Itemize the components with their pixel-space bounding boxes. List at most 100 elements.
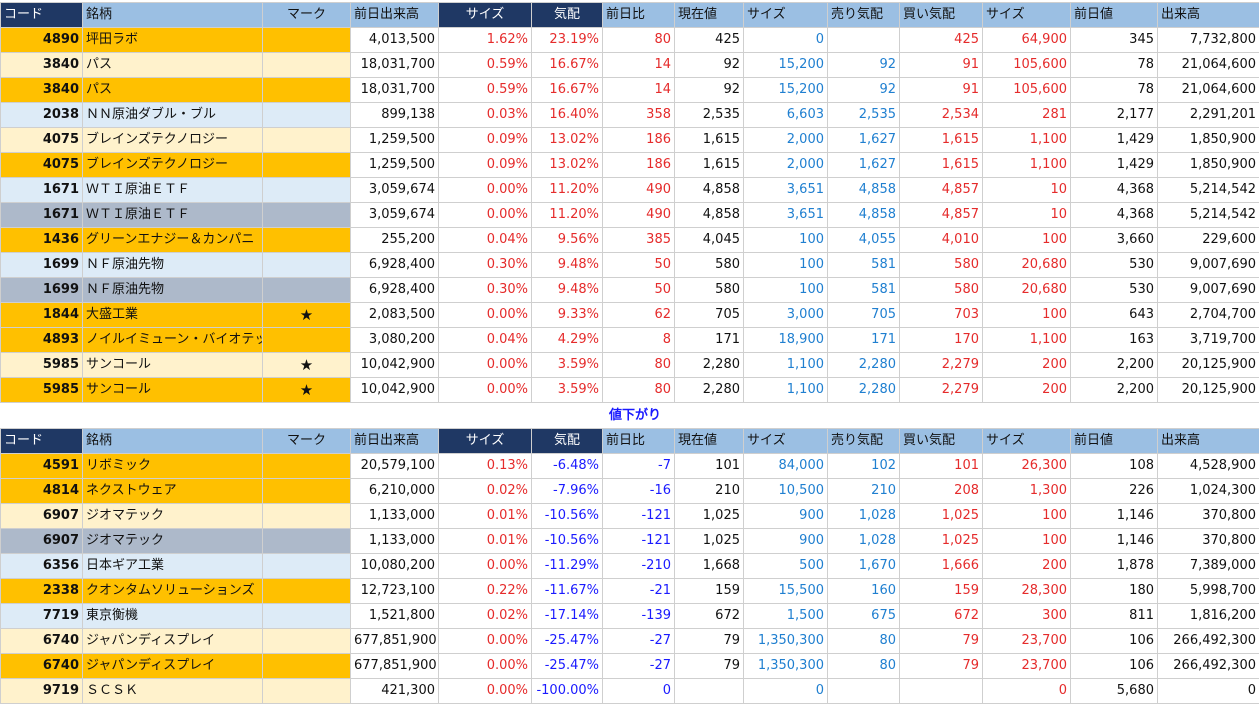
ask-cell[interactable]: 1,670 <box>827 553 900 579</box>
mark-cell[interactable] <box>262 227 351 253</box>
name-cell[interactable]: ＳＣＳＫ <box>82 678 263 704</box>
volume-cell[interactable]: 21,064,600 <box>1157 52 1259 78</box>
name-cell[interactable]: パス <box>82 52 263 78</box>
quote-cell[interactable]: -7.96% <box>531 478 603 504</box>
prev-volume-cell[interactable]: 4,013,500 <box>350 27 439 53</box>
name-cell[interactable]: ジオマテック <box>82 528 263 554</box>
ask-size-cell[interactable]: 0 <box>743 678 828 704</box>
ask-cell[interactable]: 4,858 <box>827 202 900 228</box>
size-ratio-cell[interactable]: 0.04% <box>438 227 532 253</box>
bid-cell[interactable] <box>899 678 983 704</box>
quote-cell[interactable]: 23.19% <box>531 27 603 53</box>
quote-cell[interactable]: 9.48% <box>531 277 603 303</box>
col-header-change[interactable]: 前日比 <box>602 428 675 454</box>
bid-size-cell[interactable]: 20,680 <box>982 252 1071 278</box>
prev-close-cell[interactable]: 2,200 <box>1070 352 1158 378</box>
volume-cell[interactable]: 20,125,900 <box>1157 352 1259 378</box>
code-cell[interactable]: 1699 <box>0 252 83 278</box>
bid-size-cell[interactable]: 1,100 <box>982 327 1071 353</box>
change-cell[interactable]: 0 <box>602 678 675 704</box>
bid-size-cell[interactable]: 23,700 <box>982 653 1071 679</box>
change-cell[interactable]: -121 <box>602 503 675 529</box>
code-cell[interactable]: 1844 <box>0 302 83 328</box>
size-ratio-cell[interactable]: 0.00% <box>438 553 532 579</box>
prev-volume-cell[interactable]: 2,083,500 <box>350 302 439 328</box>
price-cell[interactable]: 92 <box>674 52 744 78</box>
mark-cell[interactable] <box>262 277 351 303</box>
volume-cell[interactable]: 266,492,300 <box>1157 653 1259 679</box>
price-cell[interactable]: 79 <box>674 653 744 679</box>
prev-volume-cell[interactable]: 3,059,674 <box>350 177 439 203</box>
volume-cell[interactable]: 0 <box>1157 678 1259 704</box>
quote-cell[interactable]: -6.48% <box>531 453 603 479</box>
col-header-volume[interactable]: 出来高 <box>1157 428 1259 454</box>
col-header-size1[interactable]: サイズ <box>438 2 532 28</box>
table-row[interactable]: 1671 ＷＴＩ原油ＥＴＦ 3,059,674 0.00% 11.20% 490 4,858… <box>0 177 1259 203</box>
prev-volume-cell[interactable]: 18,031,700 <box>350 52 439 78</box>
ask-size-cell[interactable]: 1,350,300 <box>743 653 828 679</box>
price-cell[interactable]: 4,858 <box>674 177 744 203</box>
bid-size-cell[interactable]: 23,700 <box>982 628 1071 654</box>
price-cell[interactable]: 705 <box>674 302 744 328</box>
prev-close-cell[interactable]: 2,177 <box>1070 102 1158 128</box>
size-ratio-cell[interactable]: 0.02% <box>438 603 532 629</box>
code-cell[interactable]: 4893 <box>0 327 83 353</box>
size-ratio-cell[interactable]: 1.62% <box>438 27 532 53</box>
bid-size-cell[interactable]: 200 <box>982 377 1071 403</box>
ask-size-cell[interactable]: 900 <box>743 528 828 554</box>
size-ratio-cell[interactable]: 0.30% <box>438 252 532 278</box>
mark-cell[interactable] <box>262 478 351 504</box>
name-cell[interactable]: サンコール <box>82 352 263 378</box>
bid-size-cell[interactable]: 100 <box>982 302 1071 328</box>
quote-cell[interactable]: -25.47% <box>531 653 603 679</box>
code-cell[interactable]: 6356 <box>0 553 83 579</box>
prev-close-cell[interactable]: 1,146 <box>1070 528 1158 554</box>
quote-cell[interactable]: 16.40% <box>531 102 603 128</box>
price-cell[interactable]: 672 <box>674 603 744 629</box>
bid-size-cell[interactable]: 200 <box>982 553 1071 579</box>
ask-cell[interactable]: 4,055 <box>827 227 900 253</box>
prev-volume-cell[interactable]: 3,080,200 <box>350 327 439 353</box>
price-cell[interactable]: 425 <box>674 27 744 53</box>
col-header-price[interactable]: 現在値 <box>674 428 744 454</box>
ask-size-cell[interactable]: 1,100 <box>743 377 828 403</box>
price-cell[interactable]: 580 <box>674 277 744 303</box>
size-ratio-cell[interactable]: 0.13% <box>438 453 532 479</box>
col-header-name[interactable]: 銘柄 <box>82 2 263 28</box>
code-cell[interactable]: 1671 <box>0 202 83 228</box>
bid-size-cell[interactable]: 1,100 <box>982 152 1071 178</box>
size-ratio-cell[interactable]: 0.04% <box>438 327 532 353</box>
prev-close-cell[interactable]: 1,429 <box>1070 127 1158 153</box>
table-row[interactable]: 6740 ジャパンディスプレイ 677,851,900 0.00% -25.47% -27… <box>0 628 1259 654</box>
ask-size-cell[interactable]: 3,000 <box>743 302 828 328</box>
ask-size-cell[interactable]: 2,000 <box>743 127 828 153</box>
code-cell[interactable]: 2338 <box>0 578 83 604</box>
price-cell[interactable]: 1,025 <box>674 528 744 554</box>
table-row[interactable]: 6907 ジオマテック 1,133,000 0.01% -10.56% -121 1,025… <box>0 528 1259 554</box>
mark-cell[interactable] <box>262 27 351 53</box>
bid-size-cell[interactable]: 100 <box>982 528 1071 554</box>
prev-close-cell[interactable]: 78 <box>1070 77 1158 103</box>
bid-size-cell[interactable]: 105,600 <box>982 52 1071 78</box>
code-cell[interactable]: 4075 <box>0 127 83 153</box>
change-cell[interactable]: 14 <box>602 77 675 103</box>
code-cell[interactable]: 4591 <box>0 453 83 479</box>
bid-cell[interactable]: 79 <box>899 628 983 654</box>
ask-size-cell[interactable]: 15,200 <box>743 52 828 78</box>
bid-cell[interactable]: 580 <box>899 277 983 303</box>
table-row[interactable]: 7719 東京衡機 1,521,800 0.02% -17.14% -139 672 1,50… <box>0 603 1259 629</box>
change-cell[interactable]: 358 <box>602 102 675 128</box>
change-cell[interactable]: 8 <box>602 327 675 353</box>
ask-cell[interactable]: 92 <box>827 77 900 103</box>
table-row[interactable]: 9719 ＳＣＳＫ 421,300 0.00% -100.00% 0 0 0 5,680 0 <box>0 678 1259 704</box>
col-header-mark[interactable]: マーク <box>262 428 351 454</box>
volume-cell[interactable]: 229,600 <box>1157 227 1259 253</box>
ask-cell[interactable] <box>827 678 900 704</box>
price-cell[interactable]: 79 <box>674 628 744 654</box>
col-header-size3[interactable]: サイズ <box>982 2 1071 28</box>
col-header-price[interactable]: 現在値 <box>674 2 744 28</box>
col-header-volume[interactable]: 出来高 <box>1157 2 1259 28</box>
prev-close-cell[interactable]: 530 <box>1070 252 1158 278</box>
quote-cell[interactable]: -17.14% <box>531 603 603 629</box>
prev-volume-cell[interactable]: 18,031,700 <box>350 77 439 103</box>
